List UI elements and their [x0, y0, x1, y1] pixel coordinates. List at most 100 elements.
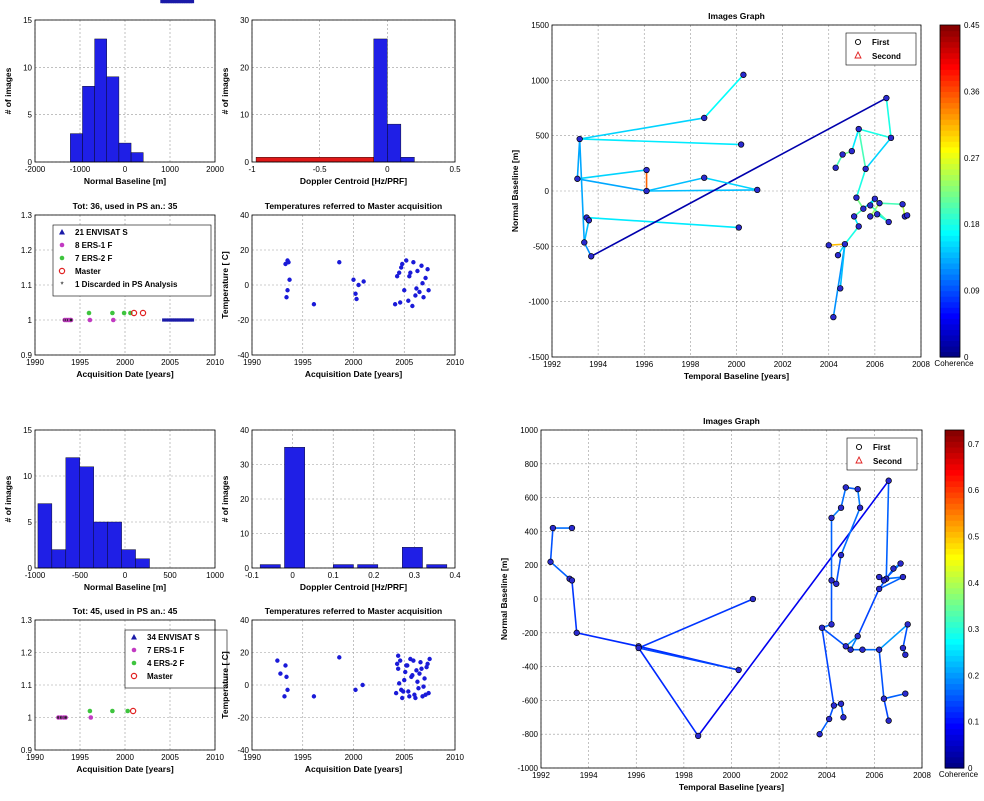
- graph-node: [825, 715, 833, 723]
- legend-second-marker: [854, 50, 862, 59]
- legend-label: 1 Discarded in PS Analysis: [75, 280, 178, 289]
- colorbar-segment: [945, 644, 964, 651]
- point-envisat: [172, 318, 177, 322]
- point-star: *: [60, 281, 63, 290]
- temperature-point: [402, 288, 407, 293]
- temperature-point: [394, 661, 400, 667]
- a_hist_doppler: -1 -0.5 0 0.5 0 10 20 30 Doppler Centroid [Hz/PR…: [220, 16, 461, 186]
- y-tick-label: -20: [237, 316, 249, 325]
- y-tick-label: 10: [23, 63, 32, 72]
- colorbar-segment: [940, 235, 960, 242]
- temperature-point: [397, 658, 403, 663]
- graph-node: [875, 646, 883, 653]
- y-tick-label: 0: [534, 595, 539, 604]
- chart-title: Temperatures referred to Master acquisit…: [265, 201, 442, 211]
- graph-edge: [577, 178, 647, 192]
- colorbar-segment: [945, 655, 964, 662]
- temperature-point: [399, 265, 404, 270]
- colorbar-segment: [945, 446, 964, 454]
- colorbar-segment: [945, 430, 964, 437]
- colorbar-segment: [945, 660, 964, 668]
- colorbar-segment: [940, 108, 960, 115]
- graph-node: [643, 166, 650, 174]
- graph-edge: [851, 128, 860, 152]
- temperature-point: [393, 690, 399, 696]
- graph-node: [576, 135, 583, 143]
- x-tick-label: 1994: [589, 360, 607, 369]
- colorbar-segment: [945, 615, 964, 623]
- graph-edge: [821, 627, 847, 647]
- bar: [82, 86, 95, 163]
- colorbar-segment: [945, 531, 964, 538]
- point-envisat: [165, 0, 169, 4]
- colorbar-segment: [940, 340, 960, 347]
- point-dot: [110, 708, 115, 714]
- colorbar-segment: [940, 202, 960, 209]
- colorbar-segment: [945, 638, 964, 645]
- point-dot: [87, 708, 93, 714]
- colorbar-tick-label: 0.5: [968, 532, 980, 541]
- colorbar-segment: [945, 570, 964, 578]
- colorbar-segment: [940, 74, 960, 81]
- colorbar-segment: [940, 52, 960, 59]
- colorbar-segment: [940, 290, 960, 297]
- colorbar-segment: [945, 700, 964, 707]
- temperature-point: [411, 658, 416, 663]
- colorbar-segment: [940, 96, 960, 104]
- a_dates: 1990 1995 2000 2005 2010 0.9 1 1.1 1.2 1.3 21 ENVI…: [21, 201, 225, 379]
- bar: [94, 38, 107, 163]
- legend-label: 7 ERS-2 F: [75, 254, 112, 263]
- colorbar-segment: [945, 739, 964, 747]
- graph-node: [899, 201, 906, 208]
- legend-box: [124, 629, 228, 689]
- colorbar-segment: [940, 25, 960, 32]
- graph-edge: [697, 480, 890, 737]
- temperature-point: [361, 279, 366, 284]
- graph-node: [749, 595, 757, 603]
- y-tick-label: 0: [28, 564, 33, 573]
- graph-node: [880, 577, 888, 584]
- colorbar-tick-label: 0.7: [968, 440, 980, 449]
- colorbar-tick-label: 0.18: [964, 220, 980, 229]
- point-ring: [129, 707, 137, 715]
- x-tick-label: 2000: [116, 753, 134, 762]
- y-tick-label: 10: [240, 530, 249, 539]
- colorbar-segment: [940, 224, 960, 231]
- colorbar-segment: [940, 207, 960, 214]
- y-axis-label: # of images: [220, 67, 230, 114]
- point-envisat: [174, 318, 178, 322]
- y-tick-label: 5: [28, 518, 33, 527]
- colorbar-segment: [940, 141, 960, 148]
- colorbar-segment: [945, 463, 964, 471]
- y-tick-label: 30: [240, 461, 249, 470]
- y-tick-label: 0: [245, 681, 250, 690]
- x-tick-label: -500: [72, 571, 89, 580]
- graph-node: [902, 651, 909, 658]
- plot-frame: [34, 214, 216, 356]
- graph-edge: [844, 225, 860, 245]
- temperature-point: [415, 268, 420, 274]
- graph-node: [842, 643, 849, 650]
- colorbar-segment: [940, 240, 960, 247]
- a_temps: 1990 1995 2000 2005 2010 -40 -20 0 20 40 Temperatu…: [220, 201, 464, 379]
- point-ers1: [69, 318, 73, 322]
- x-tick-label: 500: [163, 571, 177, 580]
- x-tick-label: 1000: [161, 165, 179, 174]
- colorbar-segment: [940, 58, 960, 65]
- colorbar-segment: [940, 296, 960, 303]
- colorbar-segment: [945, 486, 964, 493]
- chart-title: Tot: 45, used in PS an.: 45: [73, 606, 178, 616]
- graph-node: [841, 240, 849, 248]
- temperature-point: [423, 692, 428, 697]
- colorbar-segment: [940, 152, 960, 159]
- y-tick-label: 0: [28, 158, 33, 167]
- graph-node: [837, 285, 844, 292]
- graph-node: [588, 253, 595, 260]
- y-tick-label: -400: [522, 663, 539, 672]
- colorbar-tick-label: 0.3: [968, 625, 980, 634]
- temperature-point: [425, 661, 430, 667]
- colorbar-tick-label: 0.6: [968, 486, 980, 495]
- plot-area: [252, 20, 455, 162]
- point-envisat: [189, 318, 193, 322]
- graph-node: [568, 577, 576, 584]
